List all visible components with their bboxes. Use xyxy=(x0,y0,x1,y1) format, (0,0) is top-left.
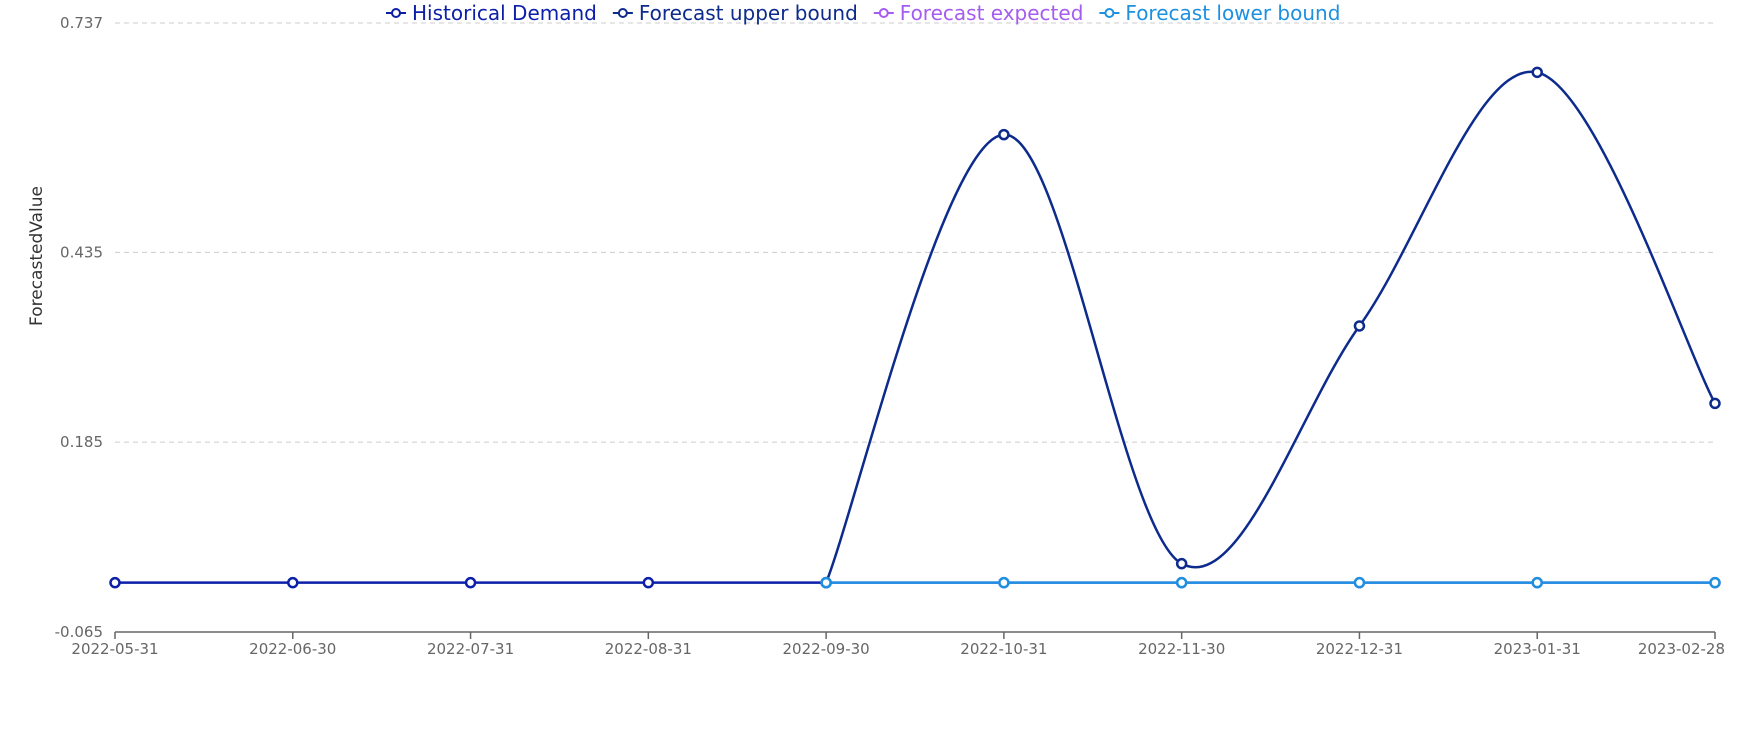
x-tick-label: 2022-12-31 xyxy=(1316,640,1403,658)
x-tick-label: 2022-06-30 xyxy=(249,640,336,658)
x-tick-label: 2022-05-31 xyxy=(71,640,158,658)
y-tick-label: 0.737 xyxy=(60,14,103,32)
legend-item[interactable]: Forecast lower bound xyxy=(1099,1,1340,25)
legend-marker xyxy=(617,8,628,18)
legend-label: Forecast expected xyxy=(900,1,1084,25)
series-line xyxy=(824,70,1717,584)
data-point[interactable] xyxy=(1709,576,1721,589)
data-point[interactable] xyxy=(1353,320,1366,332)
data-point[interactable] xyxy=(1709,397,1721,410)
data-point[interactable] xyxy=(642,576,655,589)
series-points xyxy=(109,66,1721,589)
data-point[interactable] xyxy=(287,576,299,589)
legend-marker xyxy=(391,8,401,18)
x-tick-label: 2022-09-30 xyxy=(783,640,870,658)
series-lines xyxy=(115,70,1717,584)
data-point[interactable] xyxy=(1531,66,1543,79)
legend-label: Forecast lower bound xyxy=(1125,1,1340,25)
data-point[interactable] xyxy=(820,576,832,589)
legend-marker xyxy=(1104,8,1115,18)
grid-lines xyxy=(115,22,1715,443)
y-tick-label: -0.065 xyxy=(55,623,103,641)
x-tick-label: 2022-07-31 xyxy=(427,640,514,658)
legend-marker xyxy=(878,8,889,18)
legend-label: Historical Demand xyxy=(412,1,597,25)
x-tick-label: 2022-11-30 xyxy=(1138,640,1225,658)
data-point[interactable] xyxy=(1353,576,1366,589)
data-point[interactable] xyxy=(109,576,121,589)
legend-item[interactable]: Historical Demand xyxy=(386,1,597,25)
x-tick-label: 2023-01-31 xyxy=(1494,640,1581,658)
y-axis-title: ForecastedValue xyxy=(27,186,47,326)
legend[interactable]: Historical Demand Forecast upper bound For… xyxy=(386,1,1340,25)
data-point[interactable] xyxy=(464,576,477,589)
data-point[interactable] xyxy=(1531,576,1543,589)
data-point[interactable] xyxy=(1175,576,1188,589)
data-point[interactable] xyxy=(1175,557,1188,570)
legend-label: Forecast upper bound xyxy=(639,1,858,25)
x-tick-label: 2022-08-31 xyxy=(605,640,692,658)
y-tick-label: 0.185 xyxy=(60,433,103,451)
x-tick-label: 2023-02-28 xyxy=(1638,640,1725,658)
legend-item[interactable]: Forecast upper bound xyxy=(612,1,858,25)
y-tick-label: 0.435 xyxy=(60,243,103,261)
legend-item[interactable]: Forecast expected xyxy=(873,1,1084,25)
x-tick-label: 2022-10-31 xyxy=(960,640,1047,658)
data-point[interactable] xyxy=(998,576,1010,589)
data-point[interactable] xyxy=(998,128,1010,141)
